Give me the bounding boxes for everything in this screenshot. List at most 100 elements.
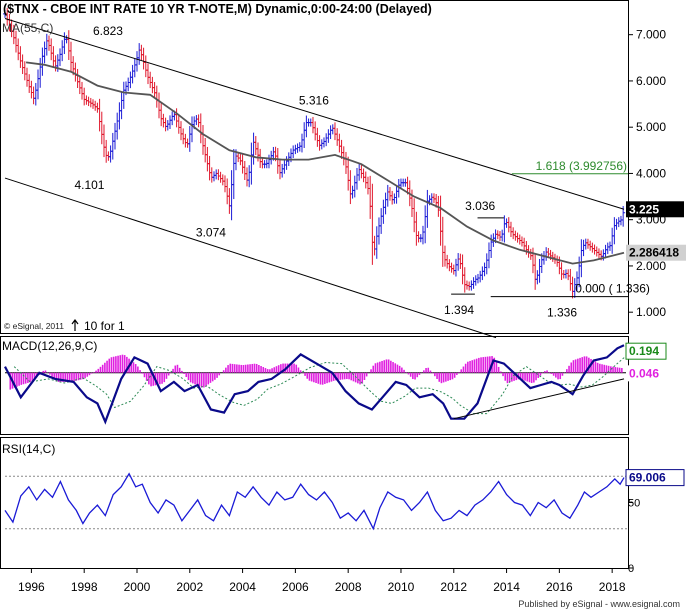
ohlc-bar <box>225 178 230 205</box>
price-tick-label: 4.000 <box>636 166 666 180</box>
ohlc-bar <box>544 247 549 261</box>
ohlc-bar <box>335 128 340 146</box>
price-panel-frame <box>0 0 629 334</box>
ohlc-bar <box>86 96 91 107</box>
ohlc-bar <box>75 68 80 89</box>
ohlc-bar <box>176 114 181 134</box>
upper-channel-line <box>4 18 625 210</box>
ohlc-bar <box>200 124 205 155</box>
ohlc-bar <box>326 129 331 143</box>
price-panel: 6.823 5.316 4.101 3.074 3.036 1.394 1.336 0.000… <box>3 7 650 339</box>
x-tick-label: 2004 <box>229 580 256 594</box>
ohlc-bar <box>229 170 234 221</box>
ohlc-bar <box>108 145 113 163</box>
ohlc-bar <box>299 133 304 153</box>
ohlc-bar <box>18 46 23 68</box>
ohlc-bar <box>456 253 461 271</box>
x-tick-label: 2006 <box>282 580 309 594</box>
ohlc-bar <box>317 135 322 151</box>
ohlc-bar <box>610 227 615 254</box>
ohlc-bar <box>174 108 179 128</box>
text-labels: ($TNX - CBOE INT RATE 10 YR T-NOTE,M) Dy… <box>2 2 432 456</box>
ohlc-bar <box>614 218 619 230</box>
ohlc-bar <box>284 156 289 170</box>
ohlc-bar <box>559 262 564 280</box>
ohlc-bar <box>222 175 227 193</box>
ohlc-bar <box>513 230 518 241</box>
ohlc-bar <box>372 235 377 256</box>
last-macd-box-bg <box>626 343 666 360</box>
rsi-line <box>4 472 625 531</box>
ohlc-bar <box>90 99 95 109</box>
ohlc-bar <box>40 47 45 76</box>
ohlc-bar <box>170 111 175 126</box>
ohlc-bar <box>302 122 307 148</box>
ohlc-bar <box>522 237 527 251</box>
ohlc-bar <box>451 264 456 275</box>
ohlc-bar <box>420 225 425 245</box>
ohlc-bar <box>60 40 65 62</box>
ohlc-bar <box>53 55 58 72</box>
ohlc-bar <box>537 258 542 283</box>
price-annotation: 3.036 <box>465 199 495 213</box>
chart-title: ($TNX - CBOE INT RATE 10 YR T-NOTE,M) Dy… <box>3 2 432 16</box>
ohlc-bar <box>368 175 373 219</box>
ohlc-bar <box>482 262 487 277</box>
last-rsi-box-bg <box>626 469 684 486</box>
ohlc-bar <box>251 132 256 165</box>
ohlc-bar <box>385 184 390 207</box>
ohlc-bar <box>352 175 357 198</box>
ohlc-bar <box>66 30 71 61</box>
rsi-panel-frame <box>0 437 629 569</box>
ohlc-bar <box>291 145 296 159</box>
rsi-tick-label: 0 <box>628 563 634 575</box>
ohlc-bar <box>143 55 148 78</box>
ohlc-bar <box>227 188 232 214</box>
ohlc-bar <box>442 245 447 267</box>
ohlc-bar <box>231 148 236 200</box>
ohlc-bar <box>139 44 144 61</box>
x-tick-label: 2016 <box>546 580 573 594</box>
x-tick-label: 2002 <box>176 580 203 594</box>
ohlc-bar <box>475 273 480 284</box>
ohlc-bar <box>148 71 153 89</box>
ohlc-bar <box>511 227 516 240</box>
ohlc-bar <box>181 128 186 145</box>
ohlc-bar <box>214 169 219 180</box>
price-annotation: 0.000 ( 1.336) <box>575 282 650 296</box>
rsi-label: RSI(14,C) <box>2 442 55 456</box>
ohlc-bar <box>416 231 421 243</box>
ohlc-bar <box>555 255 560 267</box>
ohlc-bar <box>324 133 329 147</box>
ohlc-bar <box>16 38 21 61</box>
price-tick-label: 5.000 <box>636 120 666 134</box>
macd-label: MACD(12,26,9,C) <box>2 339 97 353</box>
ohlc-bar <box>156 92 161 119</box>
ohlc-bar <box>33 82 38 106</box>
ohlc-bar <box>535 270 540 285</box>
ohlc-bar <box>447 259 452 272</box>
ohlc-bar <box>183 133 188 148</box>
ohlc-bar <box>310 116 315 134</box>
x-tick-label: 2008 <box>335 580 362 594</box>
ohlc-bar <box>605 242 610 255</box>
ohlc-bar <box>530 247 535 274</box>
panel-frames: 3.225 2.286418 0.194 0.046 69.006 <box>0 0 686 569</box>
ohlc-bar <box>473 275 478 286</box>
ohlc-bar <box>376 217 381 245</box>
ohlc-bar <box>51 46 56 68</box>
ohlc-bar <box>106 151 111 161</box>
ma-line <box>25 61 625 265</box>
ohlc-bar <box>502 215 507 243</box>
ohlc-bar <box>247 165 252 188</box>
ohlc-bar <box>115 112 120 140</box>
last-macd-box-border <box>625 342 667 360</box>
ohlc-bar <box>255 142 260 162</box>
ohlc-bar <box>35 69 40 100</box>
ohlc-bar <box>165 120 170 131</box>
price-annotation: 1.394 <box>444 303 474 317</box>
ohlc-bar <box>110 132 115 160</box>
ohlc-bar <box>379 208 384 234</box>
ohlc-bar <box>423 205 428 244</box>
ohlc-bar <box>570 276 575 299</box>
